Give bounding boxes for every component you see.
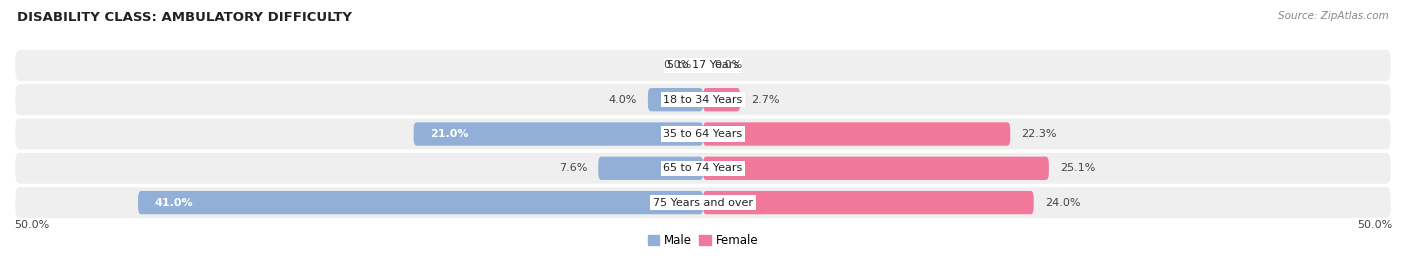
FancyBboxPatch shape: [703, 122, 1011, 146]
FancyBboxPatch shape: [15, 84, 1391, 115]
FancyBboxPatch shape: [599, 157, 703, 180]
FancyBboxPatch shape: [703, 191, 1033, 214]
Legend: Male, Female: Male, Female: [643, 229, 763, 252]
FancyBboxPatch shape: [703, 157, 1049, 180]
Text: 50.0%: 50.0%: [14, 221, 49, 230]
Text: 2.7%: 2.7%: [751, 95, 780, 105]
FancyBboxPatch shape: [138, 191, 703, 214]
Text: 0.0%: 0.0%: [664, 60, 692, 70]
Text: 65 to 74 Years: 65 to 74 Years: [664, 163, 742, 173]
Text: 24.0%: 24.0%: [1045, 198, 1080, 208]
FancyBboxPatch shape: [703, 88, 740, 111]
Text: 5 to 17 Years: 5 to 17 Years: [666, 60, 740, 70]
Text: 35 to 64 Years: 35 to 64 Years: [664, 129, 742, 139]
FancyBboxPatch shape: [15, 187, 1391, 218]
FancyBboxPatch shape: [413, 122, 703, 146]
Text: 4.0%: 4.0%: [609, 95, 637, 105]
Text: 0.0%: 0.0%: [714, 60, 742, 70]
Text: 18 to 34 Years: 18 to 34 Years: [664, 95, 742, 105]
FancyBboxPatch shape: [15, 50, 1391, 81]
FancyBboxPatch shape: [15, 153, 1391, 184]
Text: 25.1%: 25.1%: [1060, 163, 1095, 173]
FancyBboxPatch shape: [15, 118, 1391, 150]
Text: DISABILITY CLASS: AMBULATORY DIFFICULTY: DISABILITY CLASS: AMBULATORY DIFFICULTY: [17, 11, 352, 24]
FancyBboxPatch shape: [648, 88, 703, 111]
Text: 41.0%: 41.0%: [155, 198, 193, 208]
Text: 50.0%: 50.0%: [1357, 221, 1392, 230]
Text: 21.0%: 21.0%: [430, 129, 468, 139]
Text: 75 Years and over: 75 Years and over: [652, 198, 754, 208]
Text: 22.3%: 22.3%: [1021, 129, 1057, 139]
Text: 7.6%: 7.6%: [558, 163, 588, 173]
Text: Source: ZipAtlas.com: Source: ZipAtlas.com: [1278, 11, 1389, 21]
